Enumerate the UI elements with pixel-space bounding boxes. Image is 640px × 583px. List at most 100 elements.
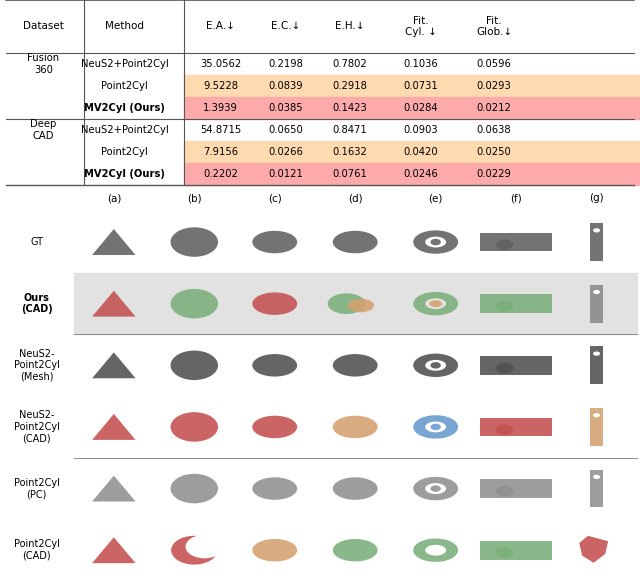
Circle shape: [431, 424, 441, 430]
Circle shape: [170, 289, 218, 318]
Text: Dataset: Dataset: [23, 22, 64, 31]
Bar: [480, 356, 552, 375]
Text: 7.9156: 7.9156: [204, 147, 238, 157]
Bar: [590, 346, 603, 384]
Text: 0.0246: 0.0246: [404, 169, 438, 179]
Text: 0.0650: 0.0650: [269, 125, 303, 135]
Text: MV2Cyl (Ours): MV2Cyl (Ours): [84, 103, 165, 113]
Text: 0.2198: 0.2198: [269, 59, 303, 69]
Bar: [184, 163, 640, 185]
Ellipse shape: [252, 354, 297, 377]
Circle shape: [170, 227, 218, 257]
Text: NeuS2+Point2Cyl: NeuS2+Point2Cyl: [81, 125, 169, 135]
Ellipse shape: [333, 416, 378, 438]
Text: 0.0266: 0.0266: [269, 147, 303, 157]
Circle shape: [431, 239, 441, 245]
Text: Fit.
Cyl. ↓: Fit. Cyl. ↓: [405, 16, 437, 37]
Circle shape: [496, 363, 513, 373]
Text: E.A.↓: E.A.↓: [206, 22, 236, 31]
Ellipse shape: [348, 298, 374, 312]
Text: 0.0903: 0.0903: [404, 125, 438, 135]
Circle shape: [593, 290, 600, 294]
Bar: [184, 97, 640, 119]
Ellipse shape: [425, 298, 446, 309]
Text: (b): (b): [187, 194, 202, 203]
Text: 0.1423: 0.1423: [333, 103, 367, 113]
Text: Point2Cyl: Point2Cyl: [101, 81, 148, 91]
Text: 0.1632: 0.1632: [333, 147, 367, 157]
Ellipse shape: [425, 360, 446, 371]
Ellipse shape: [429, 300, 442, 307]
Bar: [184, 141, 640, 163]
Text: Method: Method: [106, 22, 144, 31]
Text: (f): (f): [510, 194, 522, 203]
Text: 54.8715: 54.8715: [200, 125, 241, 135]
Ellipse shape: [252, 231, 297, 253]
Text: 0.2918: 0.2918: [333, 81, 367, 91]
Text: 0.1036: 0.1036: [404, 59, 438, 69]
Ellipse shape: [252, 416, 297, 438]
Circle shape: [593, 228, 600, 233]
Text: Point2Cyl: Point2Cyl: [101, 147, 148, 157]
Polygon shape: [92, 291, 136, 317]
Circle shape: [431, 362, 441, 368]
Text: 0.8471: 0.8471: [333, 125, 367, 135]
Bar: [480, 233, 552, 251]
Ellipse shape: [328, 293, 365, 314]
Ellipse shape: [413, 477, 458, 500]
Polygon shape: [92, 229, 136, 255]
Text: (c): (c): [268, 194, 282, 203]
Polygon shape: [92, 476, 136, 501]
Circle shape: [593, 475, 600, 479]
Circle shape: [496, 486, 513, 497]
Ellipse shape: [425, 483, 446, 494]
Ellipse shape: [413, 292, 458, 315]
Text: Fit.
Glob.↓: Fit. Glob.↓: [476, 16, 512, 37]
Circle shape: [170, 412, 218, 442]
Text: Ours
(CAD): Ours (CAD): [21, 293, 52, 314]
Text: GT: GT: [30, 237, 44, 247]
Ellipse shape: [413, 539, 458, 562]
Text: (g): (g): [589, 194, 604, 203]
Bar: [590, 223, 603, 261]
Bar: [590, 285, 603, 322]
Text: E.H.↓: E.H.↓: [335, 22, 365, 31]
Text: 0.0638: 0.0638: [477, 125, 511, 135]
Ellipse shape: [252, 293, 297, 315]
Text: 0.0212: 0.0212: [477, 103, 511, 113]
Text: (d): (d): [348, 194, 362, 203]
Ellipse shape: [413, 354, 458, 377]
Text: 0.0731: 0.0731: [404, 81, 438, 91]
Text: 0.0385: 0.0385: [269, 103, 303, 113]
Ellipse shape: [333, 477, 378, 500]
Text: Point2Cyl
(PC): Point2Cyl (PC): [14, 478, 60, 500]
Text: 0.2202: 0.2202: [204, 169, 238, 179]
Text: E.C.↓: E.C.↓: [271, 22, 301, 31]
Text: MV2Cyl (Ours): MV2Cyl (Ours): [84, 169, 165, 179]
Text: NeuS2+Point2Cyl: NeuS2+Point2Cyl: [81, 59, 169, 69]
Text: (e): (e): [428, 194, 443, 203]
Circle shape: [171, 536, 218, 564]
Text: 0.0761: 0.0761: [333, 169, 367, 179]
Ellipse shape: [252, 477, 297, 500]
Ellipse shape: [333, 539, 378, 561]
Bar: [480, 541, 552, 560]
Text: 35.0562: 35.0562: [200, 59, 241, 69]
Ellipse shape: [413, 230, 458, 254]
Polygon shape: [579, 536, 608, 563]
Text: 0.0839: 0.0839: [269, 81, 303, 91]
Circle shape: [431, 485, 441, 492]
Bar: [184, 75, 640, 97]
Text: Point2Cyl
(CAD): Point2Cyl (CAD): [14, 539, 60, 561]
Bar: [590, 470, 603, 507]
Circle shape: [496, 547, 513, 559]
Bar: [480, 479, 552, 498]
Text: 0.0293: 0.0293: [477, 81, 511, 91]
Text: 0.0420: 0.0420: [404, 147, 438, 157]
Polygon shape: [92, 352, 136, 378]
Circle shape: [186, 535, 223, 559]
Text: 0.0284: 0.0284: [404, 103, 438, 113]
Text: NeuS2-
Point2Cyl
(Mesh): NeuS2- Point2Cyl (Mesh): [14, 349, 60, 382]
Circle shape: [496, 424, 513, 435]
Ellipse shape: [425, 545, 446, 556]
